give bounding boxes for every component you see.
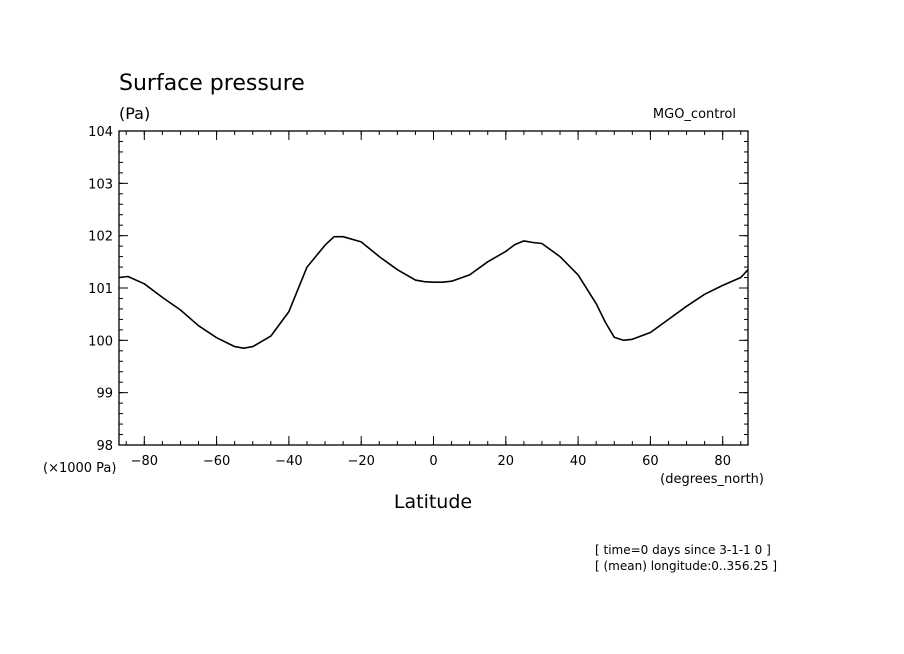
y-tick-label: 101	[88, 282, 113, 297]
x-tick-label: 40	[570, 454, 587, 469]
y-tick-label: 102	[88, 230, 113, 245]
x-tick-label: 60	[642, 454, 659, 469]
chart-title: Surface pressure	[119, 71, 305, 96]
experiment-label: MGO_control	[653, 107, 736, 122]
y-scale-note: (×1000 Pa)	[43, 461, 116, 476]
longitude-note: [ (mean) longitude:0..356.25 ]	[595, 559, 777, 573]
y-tick-label: 100	[88, 334, 113, 349]
x-tick-label: 20	[498, 454, 515, 469]
y-tick-label: 98	[96, 439, 113, 454]
x-tick-label: −60	[203, 454, 230, 469]
x-tick-label: 80	[714, 454, 731, 469]
x-unit-label: (degrees_north)	[660, 472, 764, 487]
series-line	[118, 235, 749, 349]
axis-ticks	[119, 130, 748, 446]
x-tick-label: −80	[131, 454, 158, 469]
tick-labels: −80 −60 −40 −20 0 20 40 60 80 98 99 100 101 102 103 104	[88, 125, 731, 469]
y-tick-label: 104	[88, 125, 113, 140]
time-note: [ time=0 days since 3-1-1 0 ]	[595, 543, 771, 557]
y-tick-label: 103	[88, 177, 113, 192]
x-axis-label: Latitude	[394, 491, 472, 513]
x-tick-label: −40	[275, 454, 302, 469]
y-tick-label: 99	[96, 387, 113, 402]
x-tick-label: −20	[347, 454, 374, 469]
units-label: (Pa)	[119, 104, 150, 123]
x-tick-label: 0	[429, 454, 437, 469]
plot-frame	[118, 130, 749, 446]
